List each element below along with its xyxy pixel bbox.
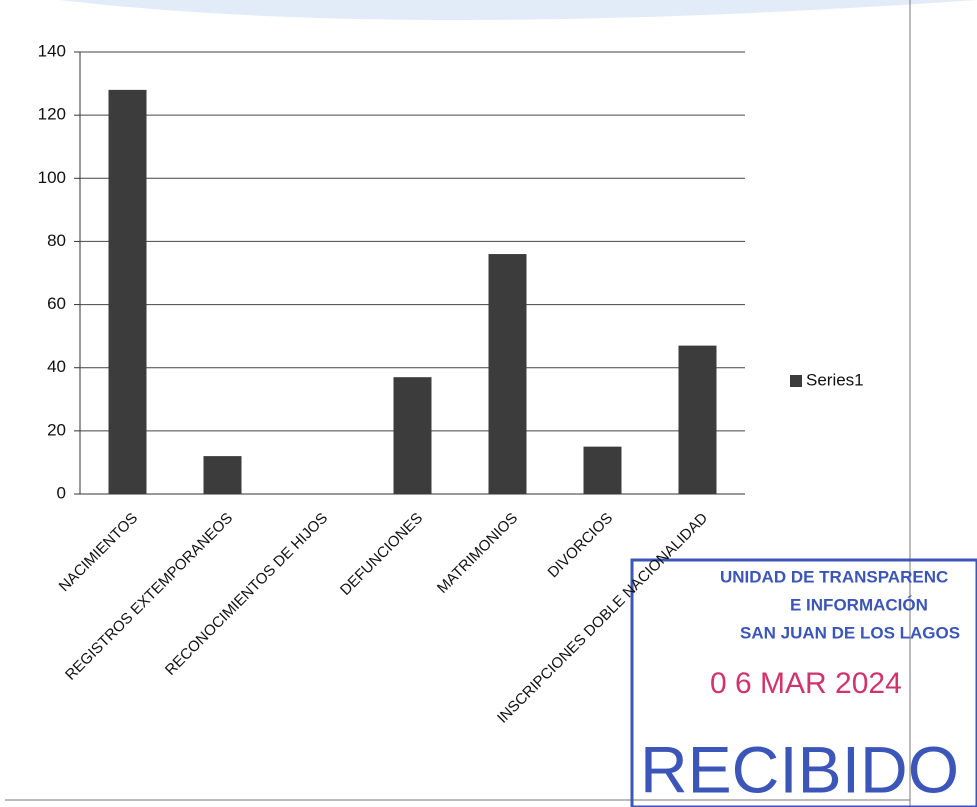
- y-tick-label: 120: [38, 105, 66, 124]
- header-decoration: [60, 0, 977, 20]
- legend-label: Series1: [806, 370, 864, 389]
- y-tick-label: 20: [47, 420, 66, 439]
- stamp-frame: [630, 558, 977, 807]
- bar: [583, 446, 622, 494]
- bar: [108, 89, 147, 494]
- stamp-text: SAN JUAN DE LOS LAGOS: [740, 623, 960, 642]
- y-tick-label: 80: [47, 231, 66, 250]
- legend-swatch: [790, 375, 802, 387]
- y-tick-label: 0: [57, 483, 66, 502]
- bar: [393, 377, 432, 494]
- y-tick-label: 40: [47, 357, 66, 376]
- stamp-date: 0 6 MAR 2024: [710, 667, 902, 700]
- y-tick-label: 60: [47, 294, 66, 313]
- bar: [488, 254, 527, 494]
- stamp-text: RECIBIDO: [640, 732, 959, 806]
- bar: [203, 456, 242, 494]
- stamp-text: E INFORMACIÓN: [790, 595, 928, 614]
- stamp-text: UNIDAD DE TRANSPARENC: [720, 567, 948, 586]
- bar: [678, 345, 717, 494]
- y-tick-label: 140: [38, 41, 66, 60]
- y-tick-label: 100: [38, 168, 66, 187]
